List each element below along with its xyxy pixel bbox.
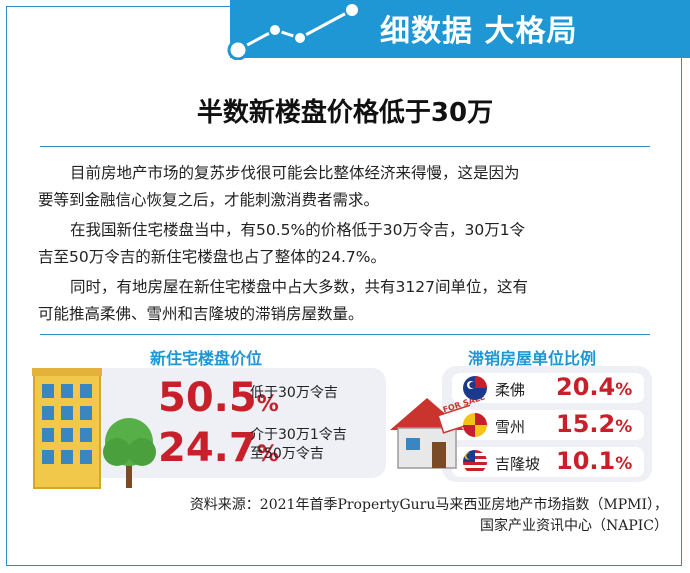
paragraph-line: 目前房地产市场的复苏步伐很可能会比整体经济来得慢，这是因为 xyxy=(70,164,520,182)
header-band xyxy=(230,0,690,58)
new-price-value-2: 24.7% xyxy=(158,428,279,468)
label-line: 介于30万1令吉 xyxy=(250,427,347,443)
body-divider xyxy=(40,334,650,335)
label-line: 低于30万令吉 xyxy=(250,385,338,401)
new-price-label-1: 低于30万令吉 xyxy=(250,384,338,403)
source-line-2: 国家产业资讯中心（NAPIC） xyxy=(479,518,668,534)
unsold-state-2: 雪州 xyxy=(495,418,526,436)
malaysia-flag-icon xyxy=(463,450,487,474)
new-price-label-2: 介于30万1令吉 至50万令吉 xyxy=(250,426,347,464)
building-tree-icon xyxy=(32,368,156,489)
johor-flag-icon xyxy=(463,376,487,400)
header-title: 细数据 大格局 xyxy=(380,14,578,49)
source-line-1: 资料来源：2021年首季PropertyGuru马来西亚房地产市场指数（MPMI… xyxy=(189,497,668,513)
paragraph-line: 要等到金融信心恢复之后，才能刺激消费者需求。 xyxy=(38,191,380,209)
paragraph-3: 同时，有地房屋在新住宅楼盘中占大多数，共有3127间单位，这有 可能推高柔佛、雪… xyxy=(38,274,658,328)
paragraph-line: 可能推高柔佛、雪州和吉隆坡的滞销房屋数量。 xyxy=(38,305,364,323)
value-unit: % xyxy=(256,392,279,417)
new-price-value-1: 50.5% xyxy=(158,378,279,418)
unsold-value-2: 15.2% xyxy=(556,410,632,438)
house-icon xyxy=(390,398,470,469)
value-unit: % xyxy=(615,380,633,400)
value-number: 20.4 xyxy=(556,373,616,401)
value-number: 50.5 xyxy=(158,375,257,421)
paragraph-line: 在我国新住宅楼盘当中，有50.5%的价格低于30万令吉，30万1令 xyxy=(70,221,526,239)
title-divider xyxy=(40,146,650,147)
value-unit: % xyxy=(615,417,633,437)
paragraph-line: 同时，有地房屋在新住宅楼盘中占大多数，共有3127间单位，这有 xyxy=(70,278,528,296)
trend-line-icon xyxy=(227,2,360,60)
unsold-value-1: 20.4% xyxy=(556,373,632,401)
unsold-state-1: 柔佛 xyxy=(495,381,526,399)
paragraph-2: 在我国新住宅楼盘当中，有50.5%的价格低于30万令吉，30万1令 吉至50万令… xyxy=(38,217,658,271)
article-title: 半数新楼盘价格低于30万 xyxy=(196,98,494,128)
unsold-state-3: 吉隆坡 xyxy=(495,455,541,473)
value-number: 24.7 xyxy=(158,425,257,471)
unsold-value-3: 10.1% xyxy=(556,447,632,475)
value-unit: % xyxy=(256,442,279,467)
paragraph-1: 目前房地产市场的复苏步伐很可能会比整体经济来得慢，这是因为 要等到金融信心恢复之… xyxy=(38,160,658,214)
value-unit: % xyxy=(615,454,633,474)
paragraph-line: 吉至50万令吉的新住宅楼盘也占了整体的24.7%。 xyxy=(38,248,386,266)
value-number: 15.2 xyxy=(556,410,616,438)
label-line: 至50万令吉 xyxy=(250,446,324,462)
new-price-title: 新住宅楼盘价位 xyxy=(150,349,263,368)
value-number: 10.1 xyxy=(556,447,616,475)
unsold-title: 滞销房屋单位比例 xyxy=(468,349,597,368)
selangor-flag-icon xyxy=(463,413,487,437)
